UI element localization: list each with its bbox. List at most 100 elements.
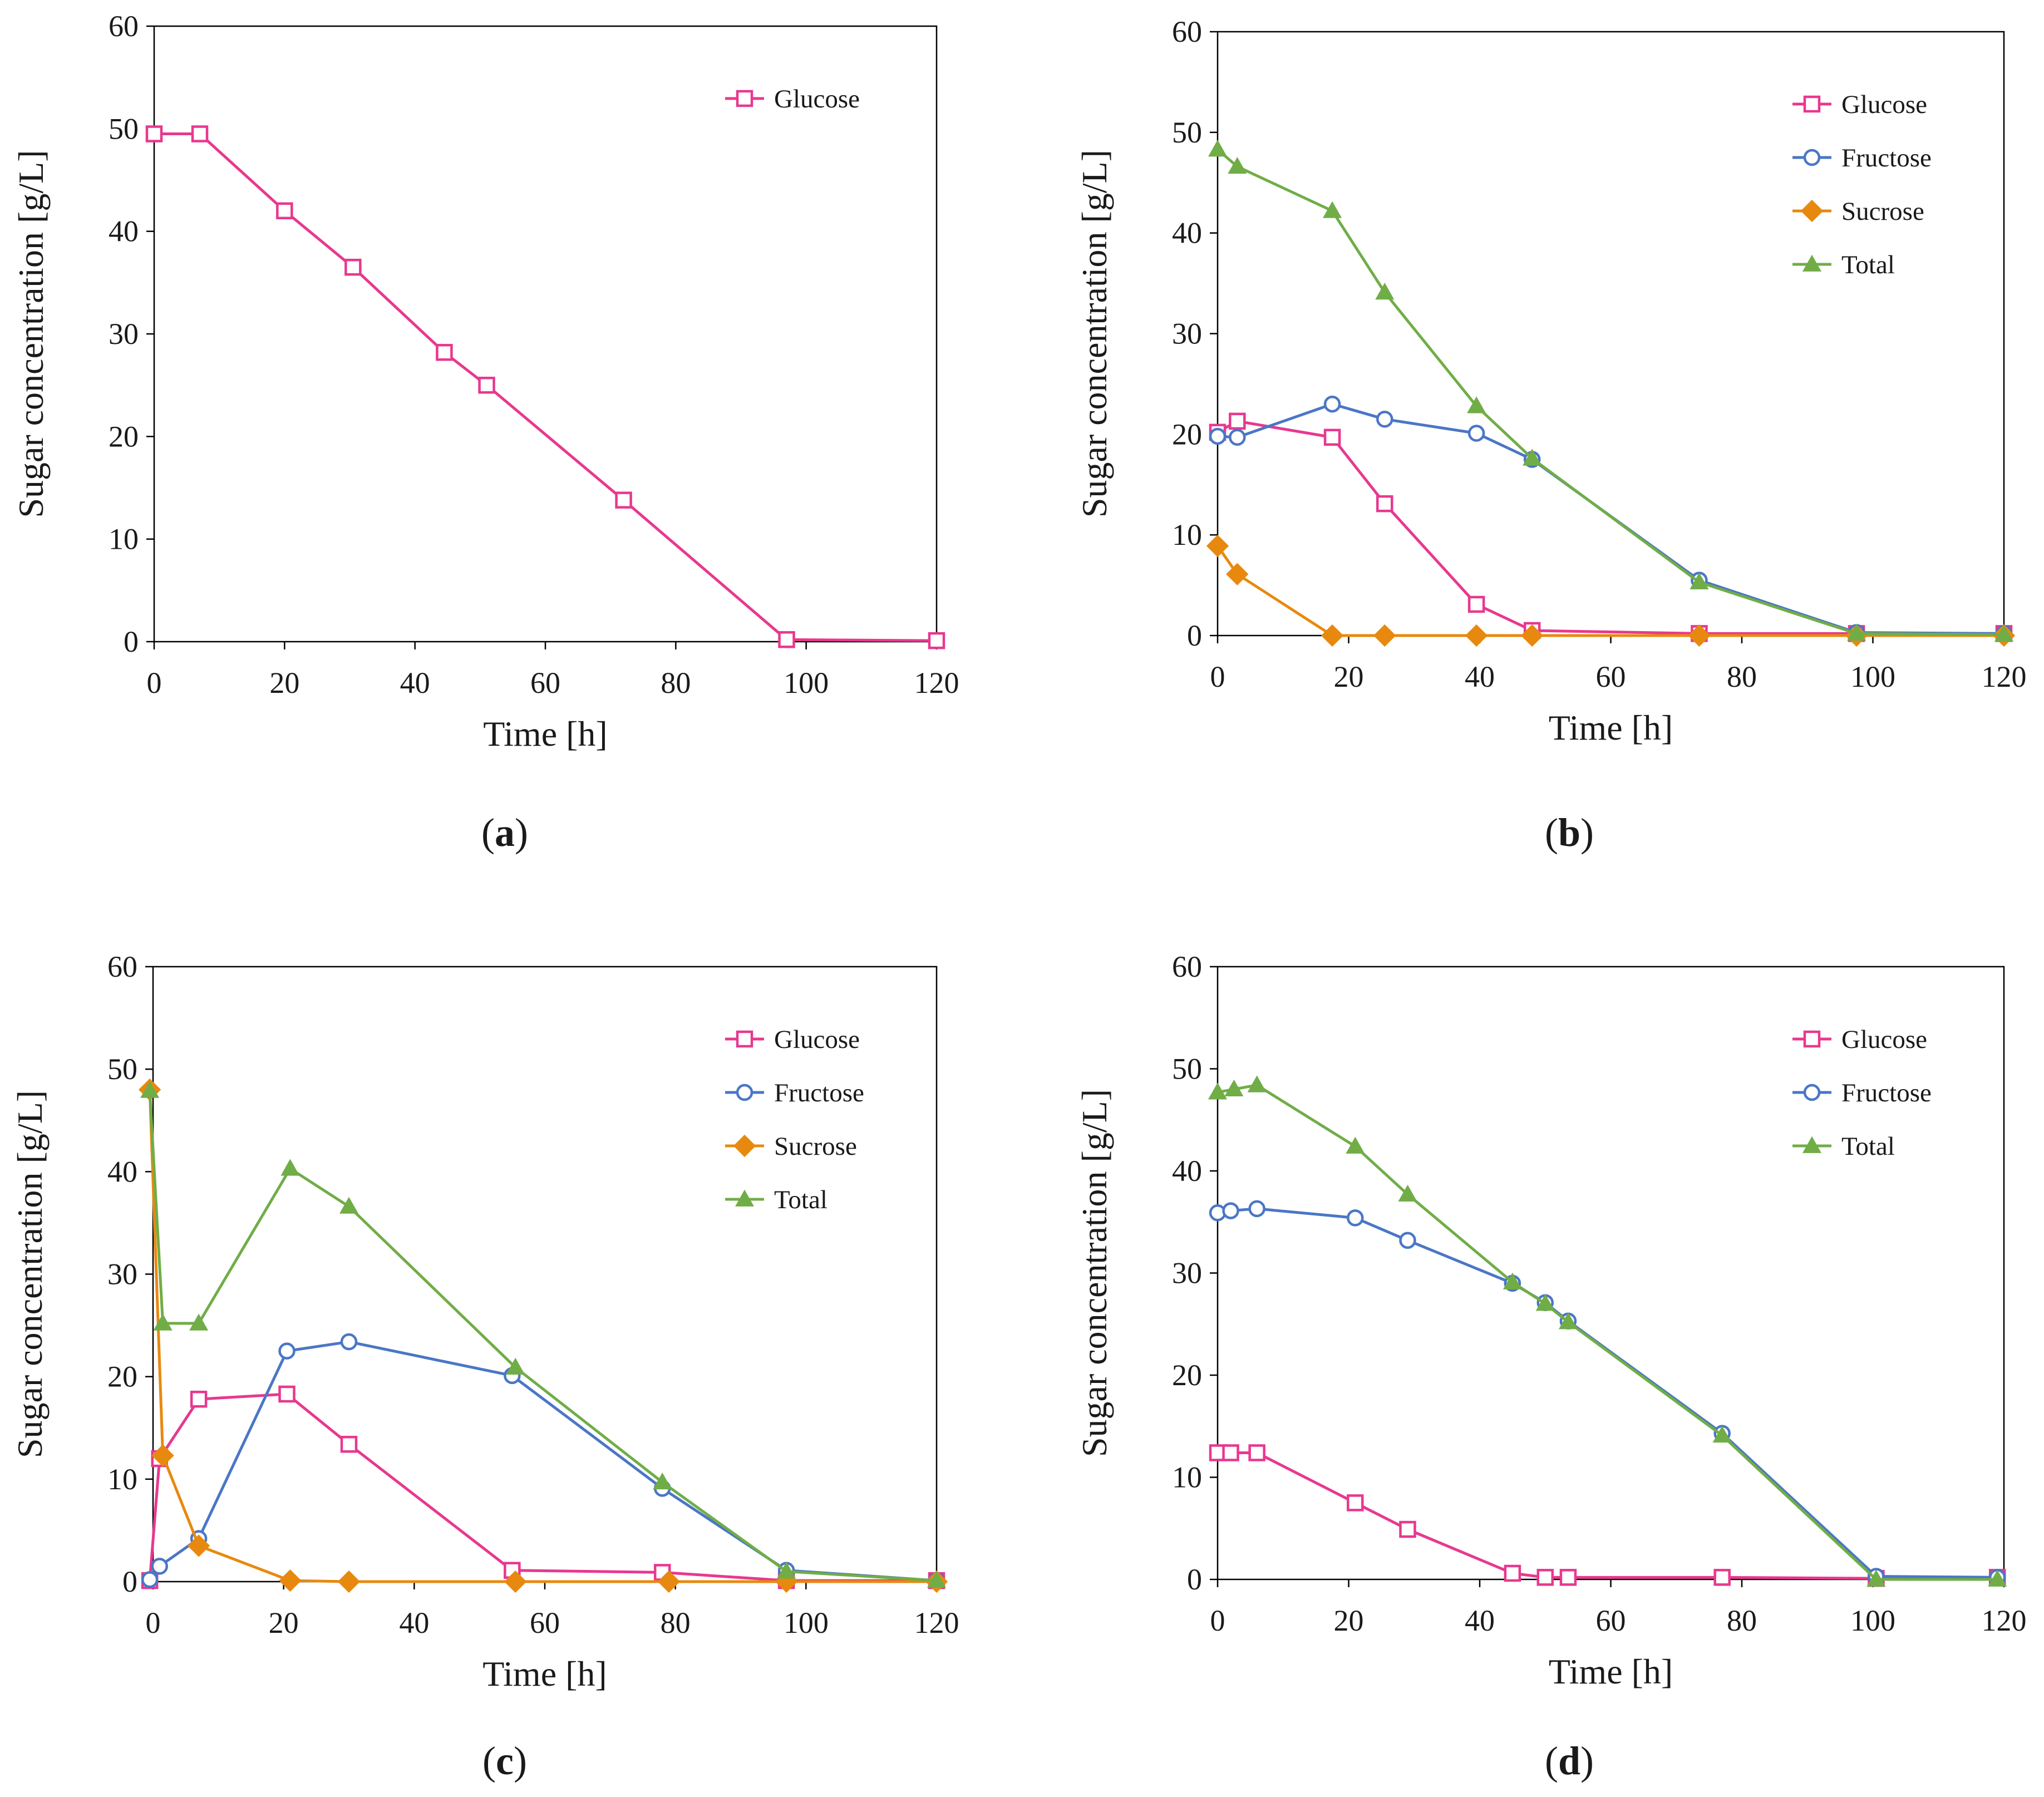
total-point — [1208, 140, 1228, 157]
sucrose-point — [1321, 624, 1344, 647]
legend-label-glucose: Glucose — [774, 1025, 860, 1054]
legend-swatch-marker — [736, 1084, 753, 1101]
y-tick-label: 10 — [1172, 1461, 1202, 1494]
legend: Glucose Fructose Sucrose Total — [725, 1025, 864, 1214]
total-point — [1523, 449, 1542, 466]
legend-label-total: Total — [1841, 1132, 1895, 1161]
fructose-point — [278, 1342, 295, 1360]
legend-label-fructose: Fructose — [1841, 1079, 1932, 1107]
chart-panel-a: 0 10 20 30 40 50 60 0 20 40 60 80 100 120 Time [h] Suga… — [11, 9, 959, 855]
fructose-point — [141, 1571, 159, 1588]
total-point — [1988, 1569, 2007, 1587]
total-point — [1375, 283, 1395, 300]
legend-label-glucose: Glucose — [1841, 90, 1927, 119]
legend-swatch-marker — [1803, 95, 1821, 113]
legend-swatch-marker — [1803, 1084, 1821, 1101]
glucose-point — [1536, 1569, 1554, 1586]
total-point — [1224, 1079, 1244, 1097]
x-tick-label: 60 — [1596, 660, 1626, 693]
x-tick-label: 80 — [661, 1606, 691, 1640]
total-point — [1467, 396, 1486, 413]
legend-label-fructose: Fructose — [774, 1079, 864, 1107]
legend-label-sucrose: Sucrose — [1841, 197, 1924, 226]
total-point — [777, 1562, 796, 1579]
series-total — [1208, 140, 2014, 642]
caption-letter: b — [1558, 810, 1580, 855]
total-point — [927, 1570, 947, 1588]
x-tick-label: 60 — [530, 666, 560, 700]
total-point — [153, 1313, 173, 1331]
caption-letter: d — [1558, 1739, 1580, 1783]
glucose-point — [1347, 1494, 1364, 1512]
sucrose-point — [1373, 624, 1396, 647]
y-tick-label: 60 — [107, 950, 137, 983]
legend-swatch-marker — [733, 1134, 756, 1158]
y-axis-title: Sugar concentration [g/L] — [11, 150, 51, 518]
x-axis-title: Time [h] — [1549, 1652, 1673, 1691]
x-axis-title: Time [h] — [483, 714, 607, 754]
caption-open-paren: ( — [481, 810, 495, 855]
legend-label-glucose: Glucose — [1841, 1025, 1927, 1054]
x-tick-label: 80 — [661, 666, 691, 700]
x-tick-label: 80 — [1727, 1604, 1757, 1637]
panel-caption: (a) — [481, 810, 528, 855]
legend-swatch-marker — [1802, 1136, 1822, 1153]
sucrose-point — [1465, 624, 1488, 647]
total-point — [1712, 1425, 1732, 1443]
glucose-point — [1323, 429, 1341, 446]
panel-caption: (c) — [482, 1739, 527, 1783]
sucrose-point — [1226, 563, 1249, 585]
y-tick-label: 0 — [1187, 619, 1202, 652]
fructose-point — [1222, 1202, 1239, 1219]
glucose-point — [145, 125, 163, 142]
x-axis-title: Time [h] — [482, 1654, 607, 1693]
legend-swatch-marker — [735, 1189, 755, 1207]
total-point — [1558, 1312, 1578, 1330]
y-tick-label: 20 — [107, 1360, 137, 1394]
glucose-point — [1376, 495, 1393, 513]
x-tick-label: 20 — [1334, 660, 1364, 693]
total-point — [1208, 1082, 1228, 1100]
chart-panel-c: 0 10 20 30 40 50 60 0 20 40 60 80 100 120 Time [h] Suga… — [10, 950, 959, 1783]
y-tick-label: 50 — [109, 112, 139, 145]
chart-panel-d: 0 10 20 30 40 50 60 0 20 40 60 80 100 120 Time [h] Suga… — [1075, 950, 2027, 1783]
glucose-point — [344, 258, 362, 276]
x-tick-label: 40 — [399, 1606, 429, 1640]
total-point — [1847, 624, 1866, 641]
caption-close-paren: ) — [514, 1739, 527, 1783]
y-tick-label: 0 — [124, 625, 139, 658]
series-glucose — [145, 125, 945, 649]
legend-swatch-marker — [1802, 254, 1822, 272]
x-tick-label: 120 — [914, 1606, 959, 1640]
y-tick-label: 0 — [1187, 1563, 1202, 1596]
glucose-point — [276, 202, 293, 220]
series-sucrose — [1206, 534, 2016, 647]
total-point — [1247, 1075, 1267, 1092]
legend: Glucose — [725, 85, 860, 114]
legend: Glucose Fructose Sucrose Total — [1792, 90, 1932, 279]
chart-panel-b: 0 10 20 30 40 50 60 0 20 40 60 80 100 120 Time [h] Suga… — [1075, 15, 2027, 855]
x-tick-label: 40 — [1465, 1604, 1495, 1637]
y-tick-label: 40 — [1172, 216, 1202, 250]
sucrose-point — [187, 1534, 210, 1557]
glucose-point — [1504, 1564, 1521, 1582]
y-tick-label: 60 — [1172, 950, 1202, 983]
legend-swatch-marker — [1800, 199, 1824, 223]
fructose-point — [1467, 425, 1485, 442]
y-tick-label: 50 — [107, 1052, 137, 1086]
total-point — [1866, 1569, 1886, 1587]
x-tick-label: 0 — [146, 1606, 161, 1640]
x-tick-label: 100 — [784, 1606, 829, 1640]
x-tick-label: 20 — [1334, 1604, 1364, 1637]
y-tick-label: 30 — [1172, 1257, 1202, 1290]
total-point — [339, 1197, 359, 1214]
fructose-point — [151, 1558, 168, 1575]
fructose-point — [340, 1333, 358, 1351]
x-tick-label: 60 — [530, 1606, 560, 1640]
x-tick-label: 60 — [1596, 1604, 1626, 1637]
legend-label-total: Total — [774, 1185, 828, 1214]
total-point — [1994, 624, 2014, 642]
total-point — [140, 1081, 160, 1098]
y-tick-label: 10 — [107, 1463, 137, 1496]
